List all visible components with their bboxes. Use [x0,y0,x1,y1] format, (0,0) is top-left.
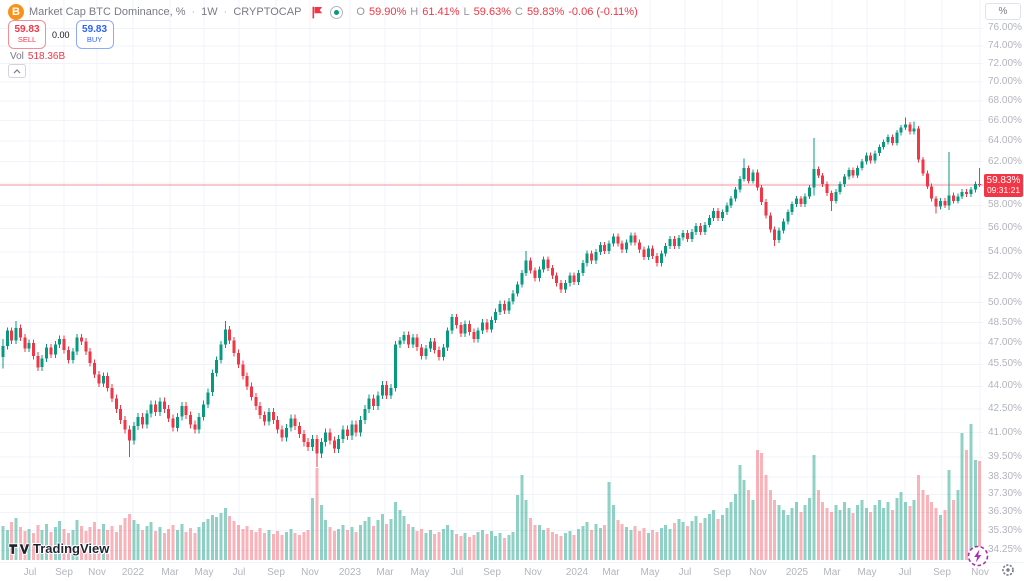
collapse-button[interactable] [8,64,26,78]
bitcoin-icon: B [8,4,24,20]
price-axis[interactable]: 76.00% 74.00% 72.00% 70.00% 68.00% 66.00% 64.0… [983,0,1024,562]
separator-dot: · [191,6,196,18]
last-price-badge: 59.83% 09:31:21 [984,174,1023,197]
time-axis[interactable]: Jul Sep Nov 2022 Mar May Jul Sep Nov 2023 Mar May Ju… [0,562,1024,581]
exchange-label: CRYPTOCAP [233,6,302,18]
symbol-title[interactable]: Market Cap BTC Dominance, % [29,6,186,18]
volume-readout: Vol 518.36B [10,51,66,62]
trade-panel: 59.83 SELL 0.00 59.83 BUY [8,20,114,49]
tradingview-logo[interactable]: TradingView [8,541,109,556]
buy-button[interactable]: 59.83 BUY [75,20,114,49]
change-readout: -0.06 (-0.11%) [568,6,638,18]
interval-label[interactable]: 1W [201,6,218,18]
sell-button[interactable]: 59.83 SELL [8,20,46,49]
flag-icon[interactable] [312,6,323,19]
bar-countdown: 09:31:21 [986,185,1021,195]
gear-icon[interactable] [1001,563,1015,581]
last-price-value: 59.83% [986,175,1021,186]
symbol-header: B Market Cap BTC Dominance, % · 1W · CRY… [8,4,638,20]
lightning-icon[interactable] [967,545,989,572]
market-open-dot-icon [330,5,344,19]
tradingview-mark-icon [8,542,29,555]
price-scale-mode-button[interactable]: % [985,3,1021,20]
spread-value: 0.00 [52,29,70,40]
chevron-up-icon [13,68,21,73]
tradingview-logo-text: TradingView [33,541,110,556]
separator-dot: · [223,6,228,18]
ohlc-readout: O 59.90% H 61.41% L 59.63% C 59.83% -0.06 (-… [356,6,638,18]
